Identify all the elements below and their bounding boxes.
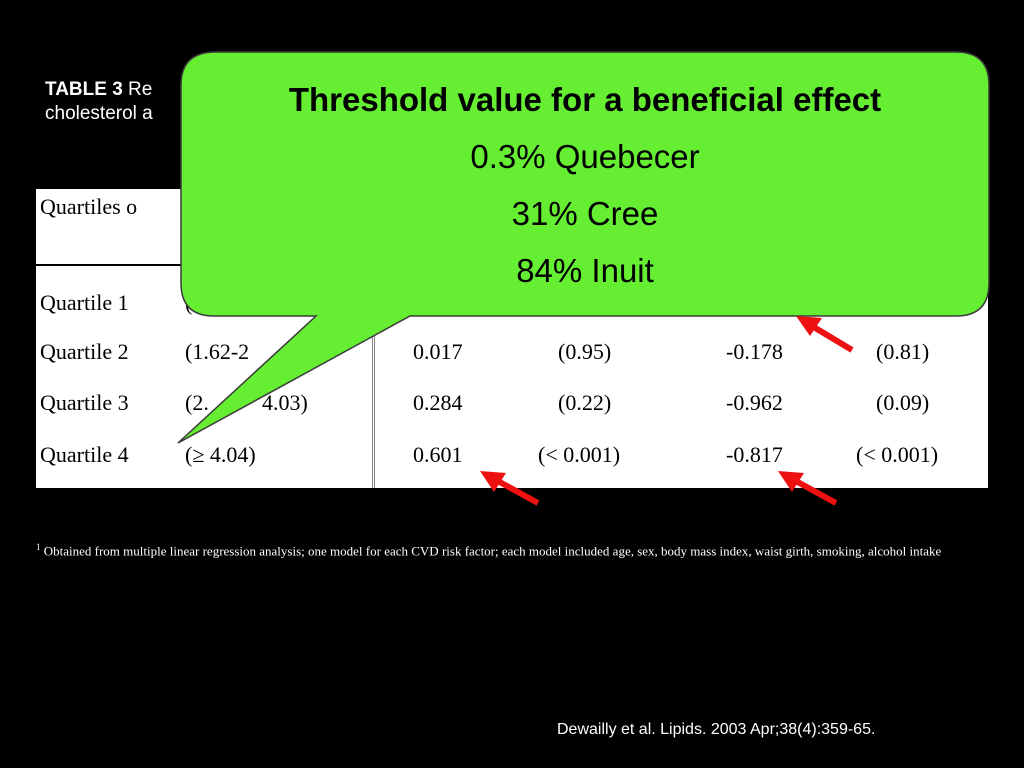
row3-label: Quartile 3 <box>40 390 129 415</box>
table-title-line2: cholesterol a <box>45 103 153 124</box>
row3-value2: -0.962 <box>726 390 783 415</box>
row4-p2: (< 0.001) <box>856 442 939 467</box>
table-footnote: 1 Obtained from multiple linear regressi… <box>36 538 976 560</box>
table-column-separator <box>372 295 375 488</box>
arrow-value1-icon <box>480 471 540 506</box>
callout-line-cree: 31% Cree <box>511 195 659 232</box>
row4-value2: -0.817 <box>726 442 783 467</box>
row2-p2: (0.81) <box>876 339 930 364</box>
callout-text: Threshold value for a beneficial effect … <box>181 72 989 299</box>
row3-p1: (0.22) <box>558 390 612 415</box>
row2-value1: 0.017 <box>413 339 463 364</box>
arrow-value2-icon <box>778 471 838 506</box>
row3-range: (2. <box>185 390 209 415</box>
row2-label: Quartile 2 <box>40 339 129 364</box>
table-title-start: Re <box>128 79 153 100</box>
callout-line-quebecer: 0.3% Quebecer <box>470 138 700 175</box>
callout-line-inuit: 84% Inuit <box>516 252 654 289</box>
row1-label: Quartile 1 <box>40 290 129 315</box>
table-label: TABLE 3 <box>45 79 123 100</box>
row2-range: (1.62-2 <box>185 339 250 364</box>
footnote-marker: 1 <box>36 542 41 552</box>
row3-p2: (0.09) <box>876 390 930 415</box>
row4-label: Quartile 4 <box>40 442 129 467</box>
row4-value1: 0.601 <box>413 442 463 467</box>
footnote-text: Obtained from multiple linear regression… <box>43 543 942 559</box>
arrow-quartile2-icon <box>796 316 854 353</box>
row4-range: (≥ 4.04) <box>185 442 256 467</box>
row2-p1: (0.95) <box>558 339 612 364</box>
row3-value1: 0.284 <box>413 390 463 415</box>
row4-p1: (< 0.001) <box>538 442 621 467</box>
citation: Dewailly et al. Lipids. 2003 Apr;38(4):3… <box>557 721 876 738</box>
table-header-quartiles: Quartiles o <box>40 194 138 219</box>
callout-title: Threshold value for a beneficial effect <box>288 81 882 118</box>
row2-value2: -0.178 <box>726 339 783 364</box>
table-heading: TABLE 3 Re cholesterol a <box>45 78 605 126</box>
row3-range-end: 4.03) <box>262 390 308 415</box>
